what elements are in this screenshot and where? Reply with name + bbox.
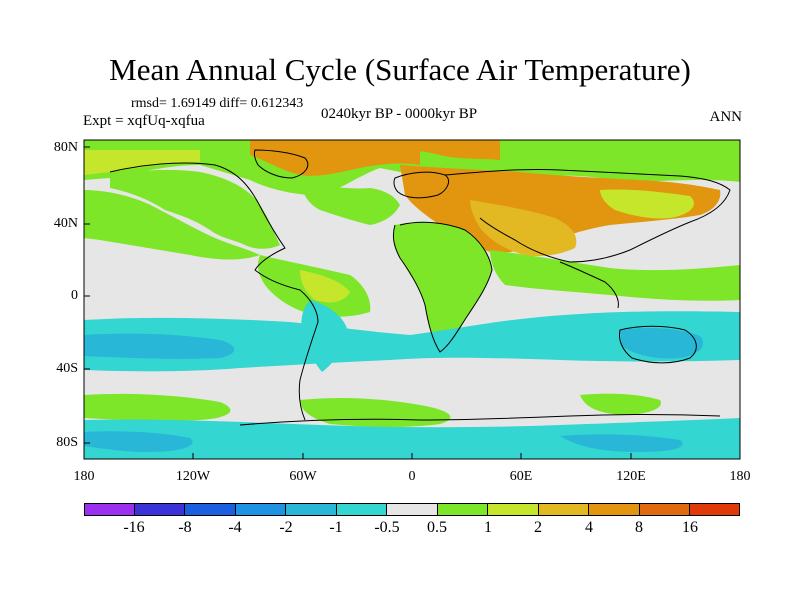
amazon-yellow (300, 270, 350, 303)
map-title: Mean Annual Cycle (Surface Air Temperatu… (109, 52, 691, 87)
antarctic-cool (84, 418, 740, 459)
x-tick-label: 120E (616, 469, 646, 484)
colorbar-swatch (235, 503, 287, 516)
south-pacific-cooler (84, 333, 235, 359)
colorbar-label: 2 (534, 519, 542, 536)
coastlines (109, 149, 731, 426)
colorbar-swatch (639, 503, 691, 516)
season-label: ANN (709, 109, 743, 125)
x-tick-label: 60E (509, 469, 533, 484)
south-america-cool (301, 300, 348, 372)
australia-coast (619, 325, 697, 364)
x-tick-label: 120W (175, 469, 211, 484)
colorbar-label: 8 (635, 519, 643, 536)
colorbar-label: 0.5 (427, 519, 447, 536)
colorbar-label: 4 (585, 519, 593, 536)
africa-coast (392, 221, 493, 353)
south-indian-warm (580, 393, 661, 415)
eurasia-hot (400, 165, 721, 253)
north-atlantic-green (300, 180, 400, 225)
y-tick-label: 80N (53, 140, 78, 155)
colorbar-label: -1 (329, 519, 343, 536)
pacific-north-green (84, 190, 260, 260)
colorbar-label: -0.5 (374, 519, 400, 536)
stats-label: rmsd= 1.69149 diff= 0.612343 (131, 96, 304, 111)
antarctica-coast (239, 414, 721, 426)
y-tick-label: 40S (56, 361, 78, 376)
alaska-yellow (84, 150, 200, 175)
europe-coast (393, 171, 449, 199)
indonesia-coast (559, 261, 619, 309)
asia-coast (444, 168, 731, 263)
greenland-hot (250, 140, 420, 176)
field-layer (84, 140, 740, 459)
australia-cooler (620, 328, 704, 359)
greenland-coast (253, 149, 309, 179)
y-tick-label: 40N (53, 216, 78, 231)
colorbar-swatch (538, 503, 590, 516)
colorbar-label: -4 (228, 519, 242, 536)
africa-green (400, 258, 462, 317)
colorbar-swatch (690, 503, 740, 516)
colorbar-swatch (134, 503, 186, 516)
north-america-warm (110, 169, 280, 249)
colorbar-swatch (437, 503, 489, 516)
arctic-hot (380, 140, 500, 160)
colorbar-swatch (286, 503, 337, 516)
antarctic-cooler-east (560, 434, 683, 452)
colorbar-swatch (336, 503, 388, 516)
colorbar-label: 16 (682, 519, 698, 536)
colorbar-label: 1 (484, 519, 492, 536)
southern-cool-band (84, 311, 740, 372)
y-tick-label: 0 (71, 288, 78, 303)
south-pacific-green (84, 393, 231, 421)
colorbar-swatch (84, 503, 135, 516)
americas-coast (109, 162, 319, 421)
x-tick-label: 180 (729, 469, 751, 484)
colorbar-label: -2 (279, 519, 293, 536)
colorbar-swatch (488, 503, 539, 516)
period-label: 0240kyr BP - 0000kyr BP (321, 106, 478, 122)
colorbar-swatch (589, 503, 640, 516)
colorbar (84, 503, 740, 516)
x-tick-label: 60W (289, 469, 317, 484)
siberia-yellow (600, 189, 694, 219)
x-tick-label: 180 (73, 469, 95, 484)
x-tick-label: 0 (408, 469, 416, 484)
y-tick-label: 80S (56, 435, 78, 450)
colorbar-swatch (387, 503, 438, 516)
indo-pacific-green (490, 250, 740, 301)
colorbar-label: -16 (123, 519, 145, 536)
antarctic-cooler-west (84, 431, 193, 452)
colorbar-swatch (185, 503, 236, 516)
axis-ticks (83, 146, 741, 459)
central-asia-orange (470, 200, 577, 257)
experiment-label: Expt = xqfUq-xqfua (83, 113, 205, 129)
colorbar-label: -8 (178, 519, 192, 536)
